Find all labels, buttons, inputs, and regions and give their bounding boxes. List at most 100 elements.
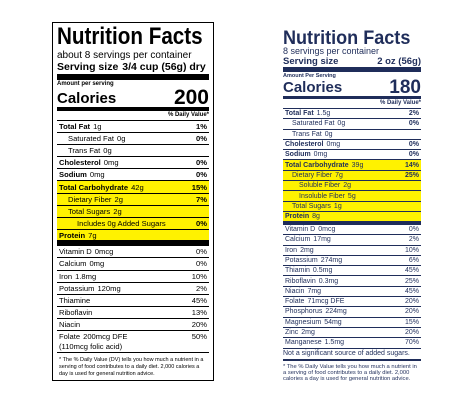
- nutrient-line: Iron 1.8mg: [59, 272, 96, 281]
- nutrient-name: Vitamin D: [285, 226, 316, 234]
- nutrient-amount: 0g: [103, 146, 112, 156]
- nutrient-text: Trans Fat 0g: [68, 146, 112, 155]
- daily-value: 10%: [404, 246, 419, 254]
- nutrient-amount: 2g: [343, 182, 352, 190]
- nutrient-amount: 0mg: [89, 170, 105, 180]
- nutrient-name: Thiamin: [285, 267, 310, 275]
- nutrient-row: Calcium 0mg 0%: [57, 258, 209, 271]
- nutrient-amount: 120mg: [97, 283, 121, 293]
- nutrient-amount: 0.3mg: [318, 277, 339, 285]
- calories-value: 180: [389, 77, 421, 98]
- daily-value: 25%: [404, 277, 419, 285]
- nutrient-name: Folate: [59, 332, 81, 341]
- daily-value: 0%: [196, 259, 207, 269]
- daily-value: 15%: [191, 182, 207, 192]
- nutrient-line: Dietary Fiber 7g: [292, 172, 343, 179]
- nutrient-name: Total Sugars: [292, 202, 331, 210]
- nutrient-name: Iron: [285, 246, 298, 254]
- nutrient-row: Total Carbohydrate 39g 14%: [283, 160, 421, 171]
- nutrient-row: Cholesterol 0mg 0%: [57, 157, 209, 170]
- nutrient-name: Iron: [59, 271, 73, 281]
- nutrition-label: Nutrition Facts 8 servings per container…: [283, 28, 421, 383]
- nutrient-row: Trans Fat 0g: [57, 145, 209, 158]
- daily-value: 0%: [196, 218, 207, 228]
- calories-label: Calories: [57, 90, 117, 107]
- nutrient-text: Iron 1.8mg: [59, 272, 96, 281]
- nutrient-line: Total Carbohydrate 42g: [59, 183, 144, 192]
- nutrient-line: Potassium 120mg: [59, 284, 121, 293]
- nutrient-text: Total Sugars 2g: [68, 207, 122, 216]
- nutrient-note: (110mcg folic acid): [59, 342, 123, 351]
- nutrient-line: Thiamin 0.5mg: [285, 267, 332, 274]
- vitamin-rows: Vitamin D 0mcg 0% Calcium 17mg 2% Iron 2mg 10% Po…: [283, 225, 421, 349]
- nutrient-line: Total Carbohydrate 39g: [285, 162, 363, 169]
- nutrient-line: Trans Fat 0g: [292, 131, 333, 138]
- nutrient-row: Total Sugars 2g: [57, 205, 209, 218]
- nutrient-row: Protein 7g: [57, 229, 209, 247]
- nutrient-text: Phosphorus 224mg: [285, 308, 347, 315]
- nutrient-row: Trans Fat 0g: [283, 130, 421, 140]
- nutrient-amount: 1.5mg: [324, 339, 345, 347]
- nutrient-amount: 0mg: [89, 259, 105, 269]
- calories-row: Calories 200: [57, 87, 209, 111]
- daily-value: 50%: [191, 332, 207, 341]
- footnote: * The % Daily Value tells you how much a…: [283, 359, 421, 383]
- nutrient-row: Riboflavin 0.3mg 25%: [283, 276, 421, 287]
- nutrient-row: Riboflavin 13%: [57, 307, 209, 319]
- nutrient-amount: 0.5mg: [312, 267, 333, 275]
- nutrient-line: Protein 7g: [59, 231, 97, 240]
- daily-value: 0%: [196, 170, 207, 180]
- servings: 8 servings per container: [283, 46, 380, 56]
- nutrient-row: Insoluble Fiber 5g: [283, 191, 421, 202]
- daily-value: 0%: [196, 247, 207, 257]
- serving-size: Serving size 3/4 cup (56g) dry: [57, 61, 209, 80]
- nutrient-line: Sodium 0mg: [285, 151, 327, 158]
- nutrient-name: Total Sugars: [68, 206, 111, 216]
- daily-value: 25%: [404, 171, 419, 179]
- nutrient-line: Magnesium 54mg: [285, 319, 342, 326]
- calories-row: Calories 180: [283, 77, 421, 99]
- nutrient-line: Protein 8g: [285, 213, 320, 220]
- nutrient-text: Magnesium 54mg: [285, 319, 342, 326]
- nutrient-row: Potassium 120mg 2%: [57, 283, 209, 295]
- daily-value: 20%: [404, 329, 419, 337]
- nutrient-text: Insoluble Fiber 5g: [299, 193, 356, 200]
- nutrient-amount: 5g: [347, 192, 356, 200]
- daily-value: 45%: [191, 295, 207, 305]
- nutrient-text: Soluble Fiber 2g: [299, 182, 351, 189]
- nutrient-line: Vitamin D 0mcg: [59, 247, 113, 256]
- nutrient-name: Folate: [285, 298, 305, 306]
- nutrient-text: Saturated Fat 0g: [68, 134, 125, 143]
- servings: about 8 servings per container: [57, 50, 192, 61]
- nutrient-amount: 2g: [113, 206, 122, 216]
- nutrient-amount: 1g: [333, 202, 342, 210]
- daily-value: 20%: [404, 308, 419, 316]
- nutrient-line: Saturated Fat 0g: [292, 120, 345, 127]
- nutrient-line: Potassium 274mg: [285, 257, 342, 264]
- nutrient-text: Sodium 0mg: [285, 151, 327, 158]
- nutrient-name: Protein: [285, 212, 310, 220]
- nutrient-line: Riboflavin 0.3mg: [285, 278, 338, 285]
- nutrient-name: Protein: [59, 230, 86, 240]
- daily-value: 20%: [191, 319, 207, 329]
- nutrient-row: Calcium 17mg 2%: [283, 235, 421, 246]
- daily-value: 1%: [196, 122, 207, 132]
- nutrient-line: Soluble Fiber 2g: [299, 182, 351, 189]
- serving-size-label: Serving size: [57, 61, 119, 73]
- label-title: Nutrition Facts: [283, 28, 411, 49]
- nutrient-line: Folate 71mcg DFE: [285, 298, 344, 305]
- nutrient-text: Niacin: [59, 320, 83, 329]
- nutrient-name: Potassium: [285, 257, 318, 264]
- nutrient-text: Sodium 0mg: [59, 170, 105, 179]
- nutrient-line: Insoluble Fiber 5g: [299, 193, 356, 200]
- daily-value: 0%: [196, 134, 207, 144]
- nutrient-line: Dietary Fiber 2g: [68, 195, 123, 204]
- nutrient-row: Cholesterol 0mg 0%: [283, 140, 421, 151]
- nutrient-line: Niacin: [59, 320, 83, 329]
- nutrient-line: Folate 200mcg DFE: [59, 332, 127, 342]
- nutrient-row: Saturated Fat 0g 0%: [57, 133, 209, 146]
- daily-value: 10%: [191, 271, 207, 281]
- nutrient-text: Dietary Fiber 2g: [68, 195, 123, 204]
- nutrient-name: Dietary Fiber: [292, 171, 333, 179]
